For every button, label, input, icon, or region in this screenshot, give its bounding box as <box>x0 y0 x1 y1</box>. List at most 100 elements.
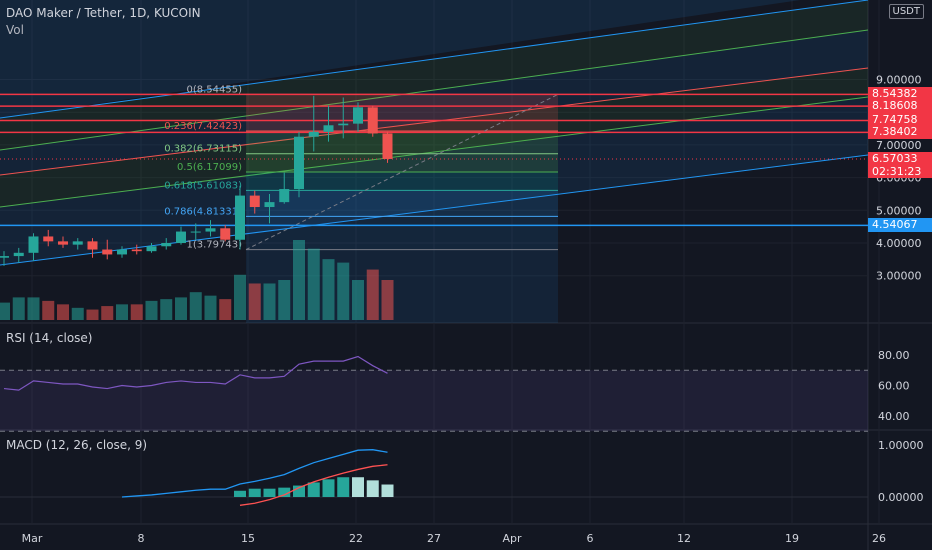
volume-bar <box>86 309 99 320</box>
time-axis-label: 27 <box>427 532 441 545</box>
macd-histogram-bar <box>248 488 261 497</box>
rsi-band <box>0 370 868 432</box>
candle-body <box>308 131 319 137</box>
volume-bar <box>234 274 246 320</box>
signal-line <box>239 464 388 506</box>
volume-bar <box>278 280 291 320</box>
fib-zone <box>246 172 558 191</box>
volume-bar <box>293 240 305 320</box>
fib-level-label: 0.236(7.42423) <box>164 121 242 132</box>
macd-histogram-bar <box>234 490 246 497</box>
currency-badge[interactable]: USDT <box>888 4 924 19</box>
fib-level-label: 1(3.79743) <box>186 240 242 251</box>
candle-body <box>58 241 68 245</box>
volume-bar <box>366 269 379 320</box>
fib-zone <box>246 190 558 217</box>
volume-bar <box>204 295 217 320</box>
price-axis-label: 9.00000 <box>876 74 922 87</box>
volume-label: Vol <box>6 23 24 37</box>
macd-histogram-bar <box>293 485 305 497</box>
price-axis-label: 4.00000 <box>876 237 922 250</box>
candle-body <box>205 228 216 232</box>
time-axis-label: 22 <box>349 532 363 545</box>
fib-level-label: 0.786(4.81331) <box>164 206 242 217</box>
time-axis-label: 6 <box>587 532 594 545</box>
fib-zone <box>246 131 558 154</box>
rsi-axis-label: 40.00 <box>878 410 910 423</box>
time-axis-label: 26 <box>872 532 886 545</box>
price-tag: 7.38402 <box>868 125 932 140</box>
channel-band <box>0 0 868 150</box>
macd-histogram-bar <box>307 482 320 497</box>
candle-body <box>146 246 157 252</box>
candle-body <box>323 125 334 132</box>
macd-histogram-bar <box>278 487 291 497</box>
candle-body <box>176 231 186 243</box>
channel-line <box>0 29 869 151</box>
channel-band <box>0 97 868 265</box>
volume-bar <box>145 300 158 320</box>
price-axis-label: 7.00000 <box>876 139 922 152</box>
volume-bar <box>189 292 202 320</box>
fib-level-label: 0.618(5.61083) <box>164 180 242 191</box>
candle-body <box>382 133 393 159</box>
candle-body <box>235 195 245 240</box>
channel-band <box>0 0 868 118</box>
volume-bar <box>263 283 276 320</box>
candle-body <box>249 195 260 208</box>
price-axis-label: 5.00000 <box>876 204 922 217</box>
macd-title: MACD (12, 26, close, 9) <box>6 438 148 452</box>
volume-bar <box>381 280 394 320</box>
volume-bar <box>71 307 84 320</box>
volume-bar <box>0 302 10 320</box>
fib-zone <box>246 216 558 250</box>
volume-bar <box>219 299 232 320</box>
price-tag: 7.74758 <box>868 113 932 128</box>
channel-line <box>0 0 869 119</box>
countdown-label: 02:31:23 <box>872 164 922 178</box>
macd-axis-label: 1.00000 <box>878 439 924 452</box>
volume-bar <box>337 262 350 320</box>
candle-body <box>367 107 378 134</box>
candle-body <box>338 123 349 126</box>
time-axis-label: 15 <box>241 532 255 545</box>
price-axis-label: 3.00000 <box>876 270 922 283</box>
macd-histogram-bar <box>366 480 379 497</box>
channel-line <box>0 96 869 208</box>
candle-body <box>190 231 201 233</box>
volume-bar <box>101 306 114 320</box>
candle-body <box>220 228 231 240</box>
volume-bar <box>248 283 261 320</box>
time-axis-label: Apr <box>502 532 522 545</box>
macd-histogram-bar <box>263 488 276 497</box>
channel-band <box>0 30 868 175</box>
price-tag: 8.18608 <box>868 99 932 114</box>
time-axis-label: 8 <box>138 532 145 545</box>
candle-body <box>264 202 275 208</box>
rsi-line <box>3 355 388 391</box>
volume-bar <box>27 297 40 320</box>
candle-body <box>13 252 24 257</box>
price-tag: 8.54382 <box>868 87 932 102</box>
volume-bar <box>307 248 320 320</box>
rsi-axis-label: 80.00 <box>878 349 910 362</box>
volume-bar <box>352 280 364 320</box>
candle-body <box>353 107 363 124</box>
candle-body <box>102 249 113 255</box>
macd-histogram-bar <box>352 477 364 497</box>
rsi-axis-label: 60.00 <box>878 380 910 393</box>
volume-bar <box>12 297 25 320</box>
volume-bar <box>175 297 187 320</box>
fib-extension-zone <box>246 249 558 323</box>
volume-bar <box>116 304 128 320</box>
symbol-title: DAO Maker / Tether, 1D, KUCOIN <box>6 6 201 20</box>
candle-body <box>161 243 172 247</box>
fib-level-label: 0.382(6.73115) <box>164 144 242 155</box>
candle-body <box>28 236 39 253</box>
macd-histogram-bar <box>322 479 335 497</box>
fib-level-label: 0.5(6.17099) <box>177 162 242 173</box>
candle-body <box>294 136 304 190</box>
fib-zone <box>246 153 558 173</box>
